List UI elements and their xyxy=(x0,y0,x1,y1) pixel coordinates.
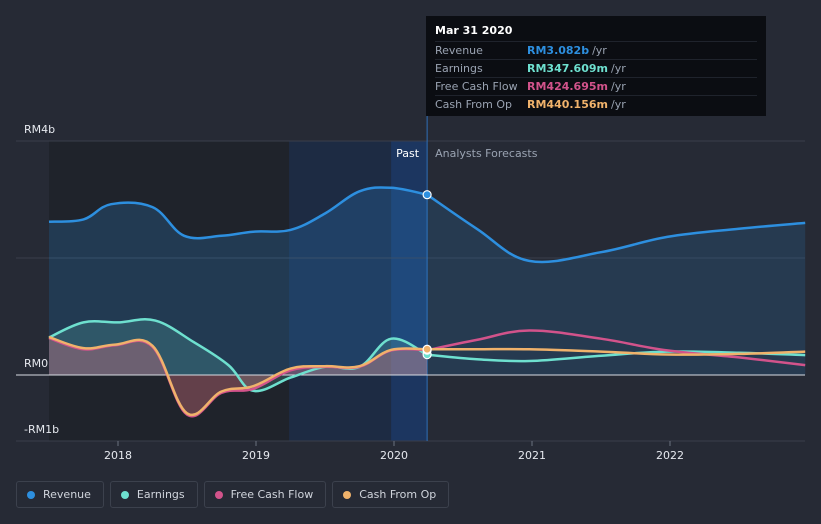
forecast-label: Analysts Forecasts xyxy=(435,147,538,160)
x-tick-label: 2021 xyxy=(518,449,546,462)
x-tick-label: 2020 xyxy=(380,449,408,462)
cash-from-op-dot-icon xyxy=(343,490,352,499)
legend-label: Free Cash Flow xyxy=(230,488,314,501)
revenue-area-past xyxy=(49,187,428,375)
tooltip-row-free-cash-flow: Free Cash Flow RM424.695m /yr xyxy=(435,77,757,95)
revenue-dot-icon xyxy=(27,490,35,499)
y-tick-label: RM4b xyxy=(24,123,55,136)
legend: Revenue Earnings Free Cash Flow Cash Fro… xyxy=(16,481,455,508)
tooltip-row-earnings: Earnings RM347.609m /yr xyxy=(435,59,757,77)
tooltip-label: Revenue xyxy=(435,44,483,57)
revenue-area-forecast xyxy=(427,194,806,375)
x-tick-label: 2022 xyxy=(656,449,684,462)
tooltip-row-cash-from-op: Cash From Op RM440.156m /yr xyxy=(435,95,757,113)
tooltip-unit: /yr xyxy=(610,98,626,111)
revenue-line-forecast xyxy=(426,193,806,264)
tooltip-value: RM440.156m xyxy=(527,98,608,111)
cash-from-op-line-forecast xyxy=(427,347,806,356)
legend-label: Cash From Op xyxy=(359,488,437,501)
earnings-area-past xyxy=(49,319,428,392)
revenue-marker xyxy=(422,190,432,200)
legend-label: Earnings xyxy=(136,488,185,501)
y-tick-label: RM0 xyxy=(24,357,48,370)
tooltip-unit: /yr xyxy=(592,44,607,57)
tooltip-label: Earnings xyxy=(435,62,483,75)
legend-item-earnings[interactable]: Earnings xyxy=(109,481,198,508)
tooltip-unit: /yr xyxy=(610,80,626,93)
y-tick-label: -RM1b xyxy=(24,423,59,436)
tooltip-unit: /yr xyxy=(610,62,626,75)
tooltip: Mar 31 2020 Revenue RM3.082b /yr Earning… xyxy=(426,16,766,116)
legend-item-free-cash-flow[interactable]: Free Cash Flow xyxy=(203,481,327,508)
tooltip-value: RM3.082b xyxy=(527,44,590,57)
tooltip-row-revenue: Revenue RM3.082b /yr xyxy=(435,41,757,59)
free-cash-flow-dot-icon xyxy=(214,490,223,499)
tooltip-date: Mar 31 2020 xyxy=(435,24,513,37)
past-label: Past xyxy=(396,147,420,160)
tooltip-value: RM424.695m xyxy=(527,80,608,93)
tooltip-label: Free Cash Flow xyxy=(435,80,518,93)
x-tick-label: 2018 xyxy=(104,449,132,462)
legend-label: Revenue xyxy=(43,488,91,501)
free-cash-flow-line-forecast xyxy=(426,329,806,367)
tooltip-value: RM347.609m xyxy=(527,62,608,75)
revenue-line-past xyxy=(48,186,428,240)
legend-item-revenue[interactable]: Revenue xyxy=(16,481,104,508)
x-tick-label: 2019 xyxy=(242,449,270,462)
cash-from-op-line-past xyxy=(48,335,428,417)
tooltip-label: Cash From Op xyxy=(435,98,513,111)
cash-from-op-marker xyxy=(422,344,432,354)
earnings-dot-icon xyxy=(120,490,129,499)
legend-item-cash-from-op[interactable]: Cash From Op xyxy=(332,481,450,508)
